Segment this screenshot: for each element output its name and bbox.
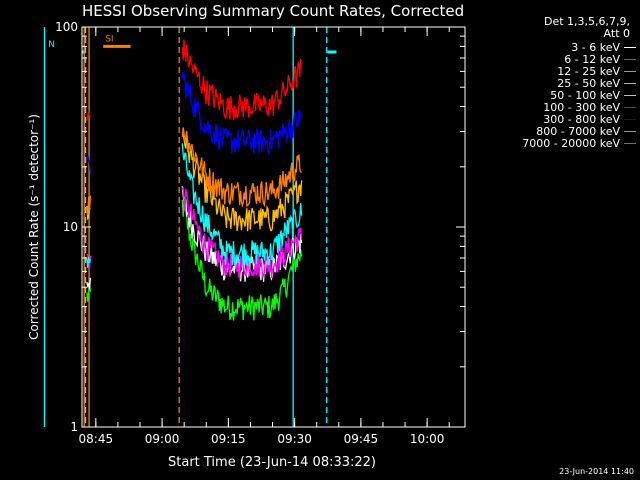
legend-swatch (624, 58, 636, 60)
legend-item: 300 - 800 keV (466, 112, 636, 126)
y-tick-label: 10 (63, 220, 78, 234)
x-tick-label: 09:30 (277, 432, 312, 446)
legend-label: 6 - 12 keV (564, 52, 620, 66)
series-layer (86, 39, 303, 321)
x-axis-label: Start Time (23-Jun-14 08:33:22) (168, 455, 376, 470)
legend-label: 12 - 25 keV (557, 64, 620, 78)
legend-label: 300 - 800 keV (543, 112, 620, 126)
axes-layer: 1 10 100 08:45 09:00 09:15 09:30 09:45 10:00 (55, 20, 465, 446)
series-line-800-7000-kev (86, 127, 302, 216)
legend-item: 6 - 12 keV (466, 52, 636, 66)
y-axis-label: Corrected Count Rate (s⁻¹ detector⁻¹) (27, 114, 41, 340)
legend-swatch (624, 130, 636, 132)
legend-swatch (624, 46, 636, 48)
legend-item: 25 - 50 keV (466, 76, 636, 90)
legend-item: 800 - 7000 keV (466, 124, 636, 138)
legend-swatch (624, 118, 636, 120)
series-line-300-800-kev (86, 71, 302, 175)
legend: 3 - 6 keV 6 - 12 keV 12 - 25 keV 25 - 50 ke… (466, 40, 636, 150)
series-line-25-50-kev (86, 143, 303, 268)
legend-label: 100 - 300 keV (543, 100, 620, 114)
x-tick-label: 09:45 (344, 432, 379, 446)
series-line-100-300-kev (86, 39, 303, 121)
x-tick-label: 08:45 (79, 432, 114, 446)
chart-title: HESSI Observing Summary Count Rates, Cor… (82, 2, 465, 20)
legend-item: 50 - 100 keV (466, 88, 636, 102)
y-tick-label: 100 (55, 20, 78, 34)
legend-label: 50 - 100 keV (550, 88, 620, 102)
legend-label: 800 - 7000 keV (536, 124, 620, 138)
legend-label: 3 - 6 keV (571, 40, 620, 54)
legend-item: 100 - 300 keV (466, 100, 636, 114)
legend-title-line2: Att 0 (603, 27, 630, 40)
legend-item: 12 - 25 keV (466, 64, 636, 78)
legend-swatch (624, 70, 636, 72)
legend-label: 25 - 50 keV (557, 76, 620, 90)
legend-label: 7000 - 20000 keV (522, 136, 620, 150)
legend-swatch (624, 94, 636, 96)
legend-item: 3 - 6 keV (466, 40, 636, 54)
x-tick-label: 09:15 (211, 432, 246, 446)
saa-flag-label: SI (105, 34, 113, 44)
night-flag-label: N (48, 40, 55, 50)
plot-frame (81, 26, 466, 428)
footer-date: 23-Jun-2014 11:40 (559, 467, 634, 476)
legend-title-line1: Det 1,3,5,6,7,9, (543, 15, 630, 28)
legend-item: 7000 - 20000 keV (466, 136, 636, 150)
y-tick-label: 1 (70, 420, 78, 434)
legend-swatch (624, 82, 636, 84)
x-tick-label: 09:00 (145, 432, 180, 446)
x-tick-label: 10:00 (410, 432, 445, 446)
legend-swatch (624, 142, 636, 144)
legend-swatch (624, 106, 636, 108)
